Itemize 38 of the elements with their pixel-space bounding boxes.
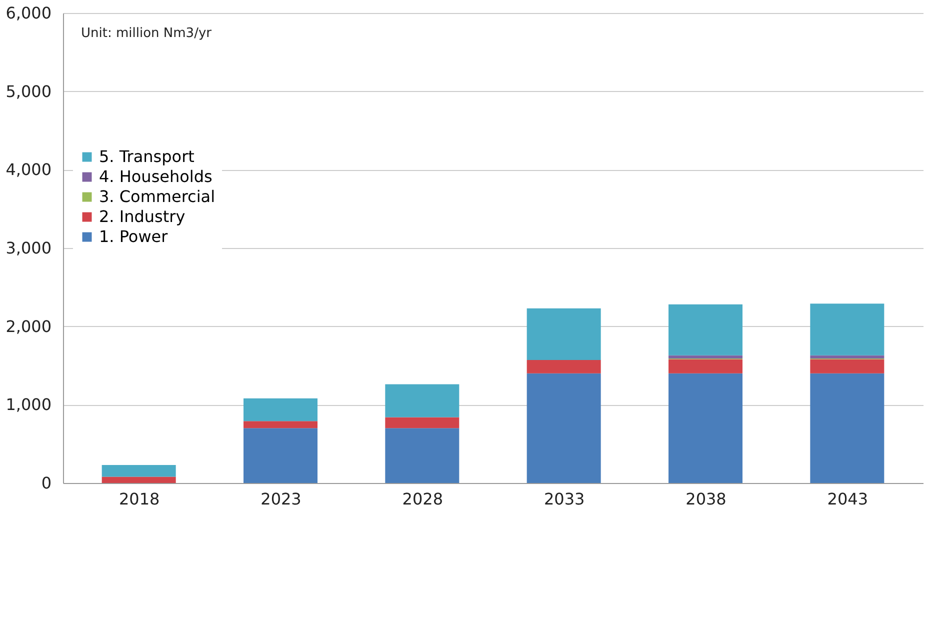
bar (244, 428, 318, 483)
y-tick-label: 3,000 (6, 238, 52, 258)
bar (385, 417, 460, 428)
bar (810, 359, 884, 374)
legend-label: 3. Commercial (99, 187, 216, 206)
x-tick-label: 2038 (686, 490, 726, 508)
y-tick-label: 1,000 (6, 395, 52, 414)
y-tick-label: 4,000 (6, 160, 52, 180)
y-tick-label: 2,000 (6, 316, 52, 336)
bar (526, 373, 601, 483)
annotation: Unit: million Nm3/yr (81, 26, 212, 41)
bar (526, 308, 601, 360)
bar (668, 373, 742, 483)
x-tick-label: 2043 (827, 490, 868, 508)
bar (810, 373, 884, 483)
y-tick-label: 0 (41, 474, 52, 492)
bar (810, 355, 884, 358)
y-tick-label: 5,000 (6, 82, 52, 101)
bar (385, 428, 460, 483)
legend-label: 4. Households (99, 167, 212, 186)
bar (244, 398, 318, 422)
x-tick-label: 2018 (118, 490, 160, 508)
bar (244, 421, 318, 428)
bar (810, 304, 884, 356)
bar (385, 384, 460, 418)
bar (668, 359, 742, 374)
bar (102, 464, 176, 477)
legend-label: 1. Power (99, 227, 168, 246)
legend-label: 5. Transport (99, 147, 194, 166)
legend-label: 2. Industry (99, 207, 186, 226)
x-tick-label: 2023 (260, 490, 302, 508)
bar (102, 476, 176, 483)
x-tick-label: 2028 (402, 490, 444, 508)
x-tick-label: 2033 (544, 490, 585, 508)
y-tick-label: 6,000 (6, 4, 52, 22)
bar (668, 355, 742, 358)
bar (668, 304, 742, 356)
bar (526, 360, 601, 374)
